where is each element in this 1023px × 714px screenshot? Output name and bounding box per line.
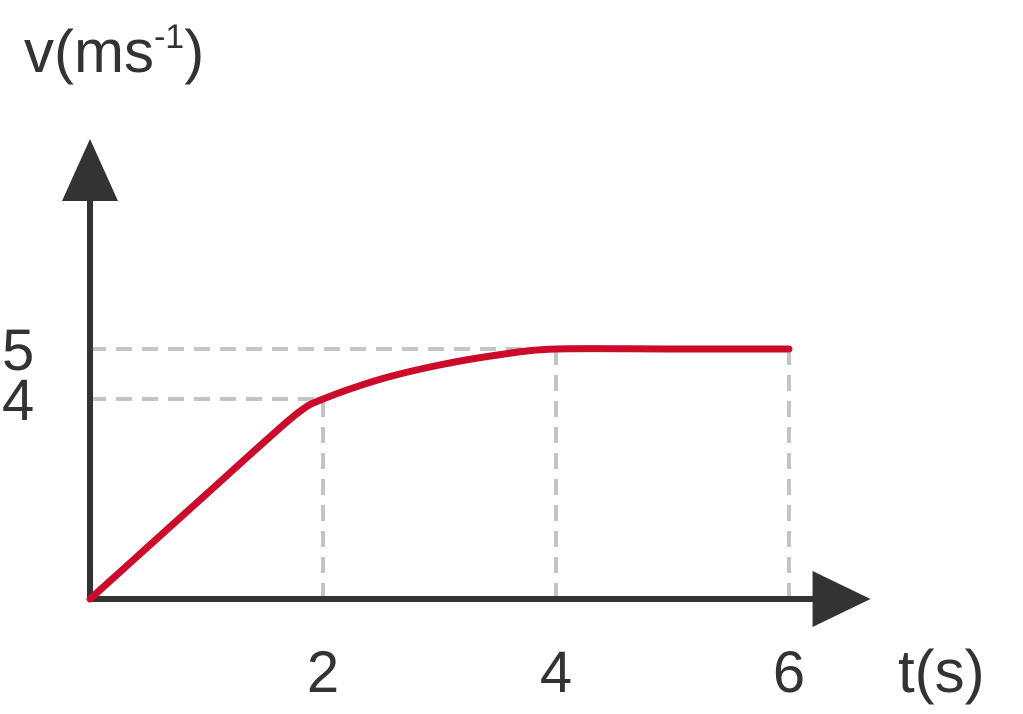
y-axis-label-base: v(ms bbox=[24, 18, 154, 85]
tick-labels: 2 4 645 bbox=[2, 318, 805, 705]
y-axis-label: v(ms-1) bbox=[24, 18, 204, 85]
y-axis-label-close: ) bbox=[184, 18, 204, 85]
y-axis-label-superscript: -1 bbox=[154, 18, 184, 56]
y-tick-label-4: 4 bbox=[2, 368, 34, 433]
x-axis-label: t(s) bbox=[898, 638, 985, 705]
guide-lines bbox=[90, 347, 791, 599]
series-layer bbox=[86, 345, 793, 603]
x-tick-label-4: 4 bbox=[540, 640, 572, 705]
y-axis-arrow-icon bbox=[62, 139, 118, 201]
y-tick-label-5: 5 bbox=[2, 318, 34, 383]
series-line-velocity bbox=[86, 345, 793, 603]
x-tick-label-2: 2 bbox=[307, 640, 339, 705]
x-tick-label-6: 6 bbox=[773, 640, 805, 705]
x-axis-arrow-icon bbox=[812, 571, 871, 627]
axes bbox=[62, 139, 871, 627]
